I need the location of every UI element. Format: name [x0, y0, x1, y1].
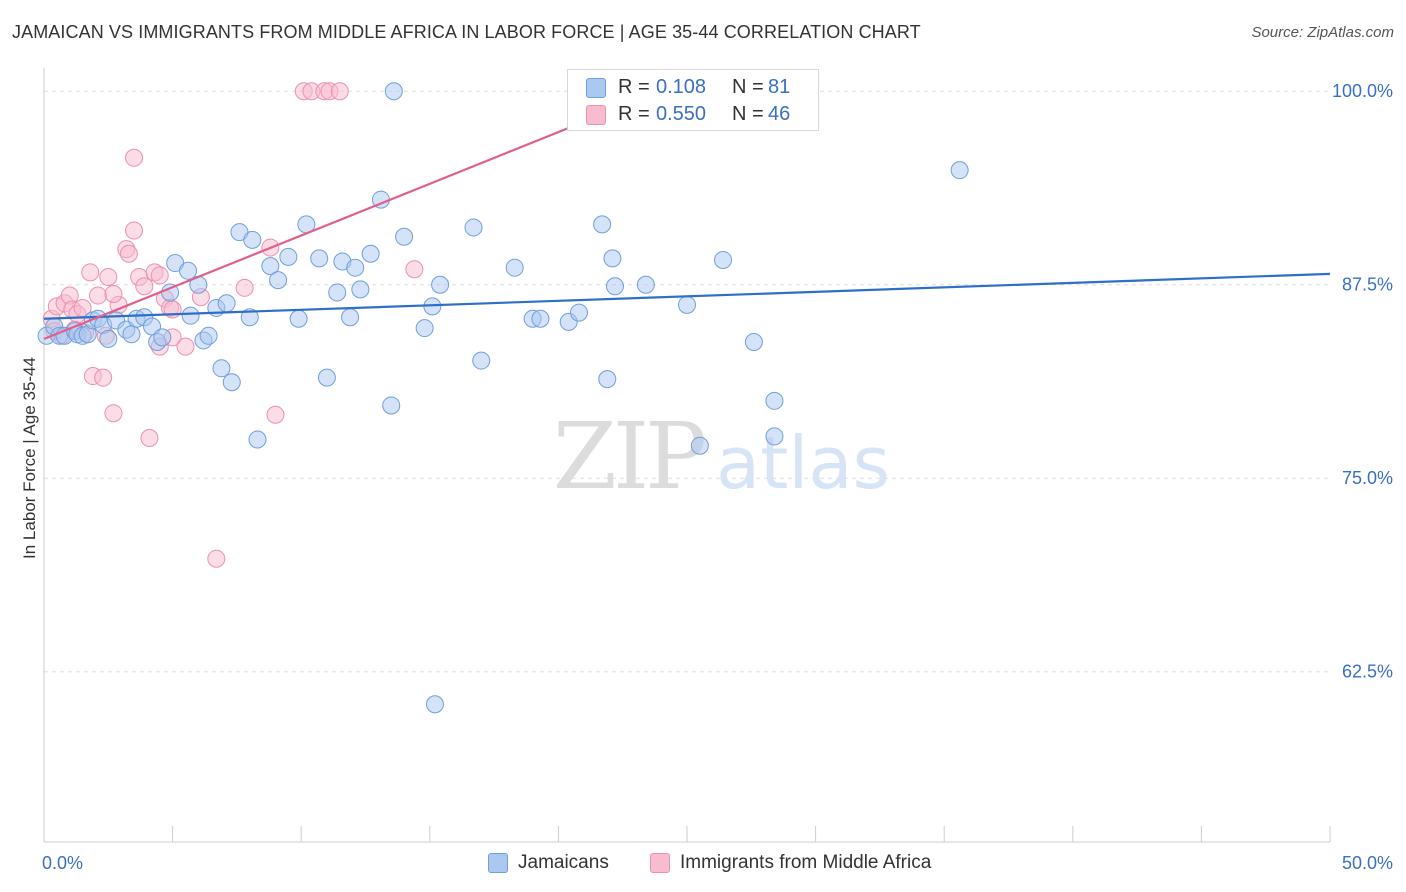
source-label: Source: ZipAtlas.com	[1251, 24, 1394, 41]
trend-line	[43, 272, 1331, 320]
data-point	[122, 325, 141, 344]
data-point	[150, 266, 169, 285]
data-point	[505, 258, 524, 277]
n-value: 46	[768, 103, 791, 125]
data-point	[248, 430, 267, 449]
data-point	[266, 405, 285, 424]
data-point	[99, 329, 118, 348]
data-point	[289, 309, 308, 328]
data-point	[361, 244, 380, 263]
data-point	[351, 280, 370, 299]
legend-swatch-pink	[586, 105, 606, 125]
legend-swatch-blue	[488, 853, 508, 873]
data-point	[415, 319, 434, 338]
data-point	[119, 244, 138, 263]
r-label: R =	[618, 103, 650, 125]
data-point	[431, 275, 450, 294]
data-point	[261, 257, 280, 276]
legend-swatch-blue	[586, 78, 606, 98]
data-point	[464, 218, 483, 237]
data-point	[405, 260, 424, 279]
data-point	[569, 303, 588, 322]
data-point	[199, 326, 218, 345]
data-point	[531, 309, 550, 328]
chart-title: JAMAICAN VS IMMIGRANTS FROM MIDDLE AFRIC…	[12, 22, 921, 42]
data-point	[603, 249, 622, 268]
data-point	[140, 428, 159, 447]
data-point	[99, 267, 118, 286]
y-tick-label: 75.0%	[1342, 468, 1393, 488]
data-point	[181, 306, 200, 325]
tick-labels: 100.0% 87.5% 75.0% 62.5% 0.0% 50.0%	[42, 81, 1393, 873]
n-label: N =	[732, 103, 764, 125]
data-point	[395, 227, 414, 246]
data-point	[317, 368, 336, 387]
legend-label: Jamaicans	[518, 852, 609, 873]
data-point	[94, 368, 113, 387]
n-value: 81	[768, 76, 791, 98]
data-point	[235, 278, 254, 297]
data-point	[81, 263, 100, 282]
r-value: 0.550	[656, 103, 707, 125]
data-point	[328, 283, 347, 302]
data-point	[135, 277, 154, 296]
data-point	[269, 271, 288, 290]
axes	[43, 68, 1331, 843]
watermark-atlas: atlas	[716, 421, 890, 505]
data-point	[125, 221, 144, 240]
data-point	[472, 351, 491, 370]
data-point	[212, 359, 231, 378]
data-point	[714, 250, 733, 269]
data-point	[222, 373, 241, 392]
legend-swatch-pink	[650, 853, 670, 873]
data-point	[153, 328, 172, 347]
data-point	[279, 247, 298, 266]
data-point	[598, 370, 617, 389]
x-tick-label: 50.0%	[1342, 853, 1393, 873]
data-point	[382, 396, 401, 415]
data-point	[104, 404, 123, 423]
series-jamaicans-points	[37, 82, 969, 714]
x-tick-label: 0.0%	[42, 853, 83, 873]
data-point	[384, 82, 403, 101]
r-value: 0.108	[656, 76, 707, 98]
data-point	[125, 148, 144, 167]
data-point	[425, 695, 444, 714]
data-point	[341, 308, 360, 327]
data-point	[690, 436, 709, 455]
watermark-zip: ZIP	[553, 403, 704, 510]
data-point	[765, 391, 784, 410]
data-point	[346, 258, 365, 277]
data-point	[744, 332, 763, 351]
legend-label: Immigrants from Middle Africa	[680, 852, 932, 873]
data-point	[207, 549, 226, 568]
y-tick-label: 100.0%	[1332, 81, 1393, 101]
data-point	[240, 308, 259, 327]
data-point	[330, 82, 349, 101]
data-point	[765, 427, 784, 446]
data-point	[179, 261, 198, 280]
y-tick-label: 62.5%	[1342, 662, 1393, 682]
data-point	[104, 285, 123, 304]
data-point	[243, 230, 262, 249]
r-label: R =	[618, 76, 650, 98]
data-point	[89, 286, 108, 305]
data-point	[593, 215, 612, 234]
data-point	[176, 337, 195, 356]
stats-legend: R = 0.108 N = 81 R = 0.550 N = 46	[567, 69, 819, 131]
data-point	[950, 161, 969, 180]
data-point	[678, 295, 696, 314]
n-label: N =	[732, 76, 764, 98]
watermark: ZIP atlas	[553, 403, 890, 510]
data-point	[217, 294, 236, 313]
data-point	[310, 249, 329, 268]
series-legend: Jamaicans Immigrants from Middle Africa	[0, 851, 1406, 877]
y-tick-label: 87.5%	[1342, 275, 1393, 295]
data-point	[605, 277, 624, 296]
data-point	[636, 275, 655, 294]
